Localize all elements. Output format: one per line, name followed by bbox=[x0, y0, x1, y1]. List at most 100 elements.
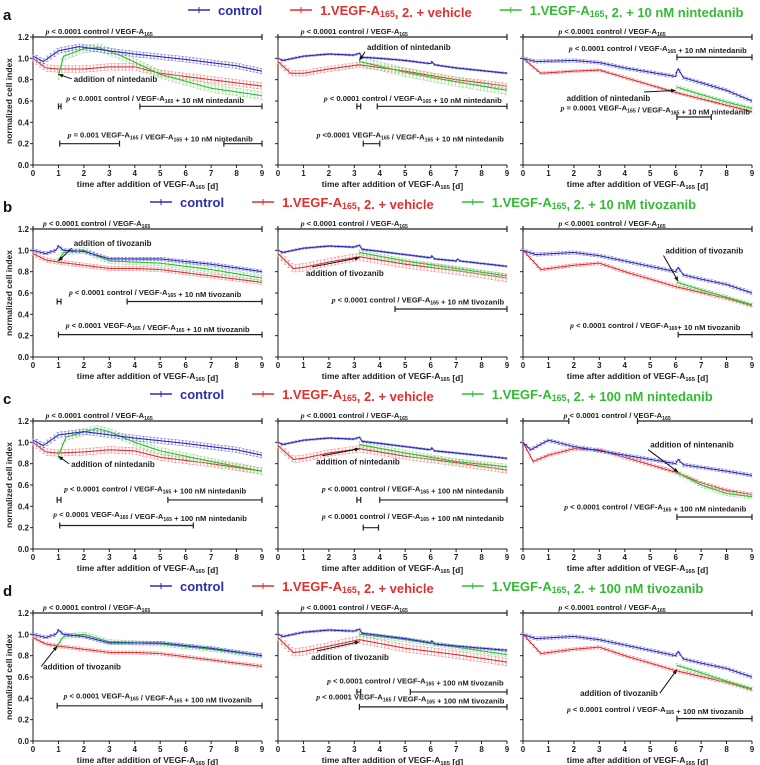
series-control bbox=[31, 629, 263, 658]
series-drug bbox=[57, 425, 263, 475]
y-tick-label: 0.8 bbox=[18, 652, 30, 661]
annotation-arrow bbox=[322, 448, 360, 457]
significance-bar: p < 0.0001 VEGF-A165 / VEGF-A165 + 100 n… bbox=[52, 510, 247, 529]
x-tick-label: 1 bbox=[56, 553, 61, 562]
significance-label: p < 0.0001 control / VEGF-A165 + 100 nM … bbox=[563, 503, 746, 514]
panel-letter: c bbox=[3, 391, 11, 408]
x-tick-label: 7 bbox=[209, 169, 214, 178]
x-tick-label: 6 bbox=[673, 553, 678, 562]
x-tick-label: 3 bbox=[352, 361, 357, 370]
x-tick-label: 6 bbox=[428, 169, 433, 178]
legend-item-drug: 1.VEGF-A165, 2. + 100 nM tivozanib bbox=[461, 579, 703, 596]
x-tick-label: 0 bbox=[31, 745, 36, 754]
significance-range bbox=[56, 298, 62, 305]
x-axis-title: time after addition of VEGF-A165 [d] bbox=[322, 755, 464, 765]
chart-d3: 0 1 2 3 4 5 6 7 8 9 time after addition of VEGF-A1… bbox=[520, 603, 755, 765]
significance-range bbox=[59, 522, 194, 529]
significance-bar: p < 0.0001 control / VEGF-A165 + 10 nM t… bbox=[331, 296, 508, 312]
x-tick-label: 2 bbox=[572, 361, 577, 370]
significance-label: p = 0.0001 VEGF-A165 / VEGF-A165 + 10 nM… bbox=[560, 104, 751, 117]
significance-bar: p < 0.0001 control / VEGF-A165 + 100 nM … bbox=[56, 484, 263, 503]
line-control bbox=[32, 629, 263, 657]
x-tick-label: 7 bbox=[699, 745, 704, 754]
significance-range bbox=[676, 514, 753, 520]
x-tick-label: 4 bbox=[133, 361, 138, 370]
x-axis-title: time after addition of VEGF-A165 [d] bbox=[77, 179, 219, 191]
x-tick-label: 7 bbox=[699, 553, 704, 562]
y-tick-label: 0.6 bbox=[18, 97, 30, 106]
annotation-arrow bbox=[316, 641, 360, 652]
x-tick-label: 5 bbox=[648, 553, 653, 562]
series-control bbox=[276, 244, 508, 268]
y-axis-title: normalized cell index bbox=[4, 250, 14, 336]
series-control bbox=[521, 56, 753, 103]
arrow-head-icon bbox=[58, 73, 64, 78]
x-tick-label: 3 bbox=[597, 361, 602, 370]
x-tick-label: 1 bbox=[56, 745, 61, 754]
x-tick-label: 5 bbox=[158, 553, 163, 562]
y-tick-label: 1.2 bbox=[18, 225, 30, 234]
significance-range bbox=[167, 496, 263, 503]
y-tick-label: 1.0 bbox=[18, 54, 30, 63]
series-control bbox=[521, 438, 753, 478]
x-tick-label: 9 bbox=[750, 553, 755, 562]
x-tick-label: 5 bbox=[403, 553, 408, 562]
x-tick-label: 6 bbox=[183, 745, 188, 754]
significance-bar: p < 0.0001 control / VEGF-A165 + 100 nM … bbox=[321, 512, 504, 531]
legend-label: 1.VEGF-A165, 2. + vehicle bbox=[282, 579, 434, 596]
significance-range bbox=[277, 34, 508, 40]
x-tick-label: 9 bbox=[260, 361, 265, 370]
x-tick-label: 1 bbox=[546, 361, 551, 370]
significance-bar: p < 0.0001 VEGF-A165 / VEGF-A165 + 100 n… bbox=[315, 692, 508, 710]
legend-item-drug: 1.VEGF-A165, 2. + 10 nM nintedanib bbox=[499, 3, 744, 20]
series-control bbox=[521, 248, 753, 295]
arrow-head-icon bbox=[670, 88, 676, 93]
annotation: addition of nintedanib bbox=[58, 455, 155, 469]
line-drug bbox=[676, 86, 753, 110]
x-tick-label: 4 bbox=[623, 745, 628, 754]
y-tick-label: 0.0 bbox=[18, 545, 30, 554]
annotation-label: addition of tivozanib bbox=[665, 247, 743, 256]
annotation: addition of tivozanib bbox=[306, 256, 384, 278]
chart-d1: 0.0 0.2 0.4 0.6 0.8 1.0 1.2 0 1 2 3 4 5 6 7 8 9 time afte… bbox=[4, 603, 265, 765]
annotation: addition of tivozanib bbox=[40, 645, 121, 672]
significance-bar: p = 0.0001 VEGF-A165 / VEGF-A165 + 10 nM… bbox=[560, 104, 751, 120]
x-tick-label: 1 bbox=[546, 553, 551, 562]
series-control bbox=[276, 52, 508, 75]
significance-range bbox=[56, 702, 263, 709]
x-tick-label: 6 bbox=[673, 361, 678, 370]
x-tick-label: 2 bbox=[327, 169, 332, 178]
line-control bbox=[277, 244, 508, 267]
x-tick-label: 3 bbox=[107, 361, 112, 370]
line-control bbox=[522, 249, 753, 294]
significance-range bbox=[356, 103, 362, 110]
x-tick-label: 7 bbox=[454, 169, 459, 178]
significance-bar: p < 0.0001 VEGF-A165 / VEGF-A165 + 10 nM… bbox=[57, 321, 263, 338]
x-tick-label: 4 bbox=[378, 745, 383, 754]
significance-bar: p < 0.0001 control / VEGF-A165 bbox=[32, 603, 263, 616]
significance-range bbox=[676, 715, 753, 722]
x-tick-label: 9 bbox=[260, 553, 265, 562]
x-tick-label: 9 bbox=[505, 361, 510, 370]
x-axis-title: time after addition of VEGF-A165 [d] bbox=[322, 371, 464, 383]
series-drug bbox=[358, 250, 508, 279]
arrow-head-icon bbox=[354, 256, 360, 261]
legend-item-drug: 1.VEGF-A165, 2. + 100 nM nintedanib bbox=[461, 387, 713, 404]
legend-label: control bbox=[218, 3, 262, 18]
line-vegf bbox=[277, 445, 508, 471]
x-tick-label: 4 bbox=[378, 553, 383, 562]
significance-range bbox=[376, 103, 508, 110]
significance-label: p < 0.0001 VEGF-A165 / VEGF-A165 + 10 nM… bbox=[65, 321, 250, 334]
line-drug bbox=[676, 471, 753, 498]
chart-b3: 0 1 2 3 4 5 6 7 8 9 time after addition of VEGF-A1… bbox=[520, 219, 755, 383]
y-tick-label: 0.4 bbox=[18, 502, 30, 511]
x-tick-label: 6 bbox=[183, 169, 188, 178]
x-tick-label: 8 bbox=[724, 361, 729, 370]
significance-label: p < 0.0001 control / VEGF-A165 bbox=[45, 27, 153, 38]
x-tick-label: 7 bbox=[454, 361, 459, 370]
x-tick-label: 4 bbox=[623, 361, 628, 370]
significance-label: p < 0.0001 control / VEGF-A165 bbox=[42, 219, 150, 230]
x-tick-label: 7 bbox=[699, 361, 704, 370]
x-tick-label: 2 bbox=[572, 745, 577, 754]
legend-label: 1.VEGF-A165, 2. + vehicle bbox=[282, 387, 434, 404]
